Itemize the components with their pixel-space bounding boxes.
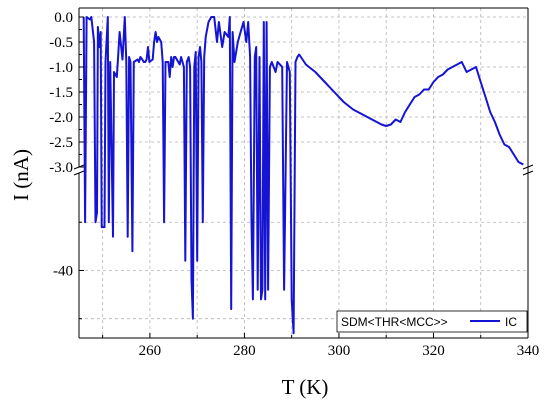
y-tick-label: 0.0 bbox=[54, 10, 73, 26]
x-tick-label: 340 bbox=[517, 343, 540, 359]
grid bbox=[79, 8, 528, 338]
y-tick-label: -1.5 bbox=[49, 85, 73, 101]
plot-frame bbox=[73, 7, 534, 339]
series-layer bbox=[82, 16, 524, 335]
x-tick-label: 300 bbox=[328, 343, 351, 359]
y-tick-label: -3.0 bbox=[49, 160, 73, 176]
tick-layer: 260 280 300 320 340 0.0 -0.5 -1.0 -1.5 -2.0 -2.5 -3… bbox=[49, 10, 539, 359]
y-tick-label: -1.0 bbox=[49, 60, 73, 76]
y-axis-title: I (nA) bbox=[9, 149, 33, 201]
axis-break-mark bbox=[73, 170, 85, 176]
y-tick-label: -2.0 bbox=[49, 110, 73, 126]
x-tick-label: 260 bbox=[139, 343, 162, 359]
x-tick-label: 320 bbox=[422, 343, 445, 359]
y-tick-label: -0.5 bbox=[49, 35, 73, 51]
x-axis-title: T (K) bbox=[282, 375, 329, 399]
legend-prefix: SDM<THR<MCC>> bbox=[341, 315, 448, 329]
y-tick-label: -2.5 bbox=[49, 135, 73, 151]
legend-box bbox=[336, 310, 528, 333]
y-tick-label: -40 bbox=[53, 263, 73, 279]
axis-break-mark bbox=[522, 170, 534, 176]
legend: SDM<THR<MCC>> IC bbox=[336, 310, 528, 333]
axis-break-mark bbox=[522, 164, 534, 170]
series-line-ic bbox=[82, 16, 524, 335]
x-tick-label: 280 bbox=[233, 343, 256, 359]
legend-series-label: IC bbox=[505, 315, 517, 329]
